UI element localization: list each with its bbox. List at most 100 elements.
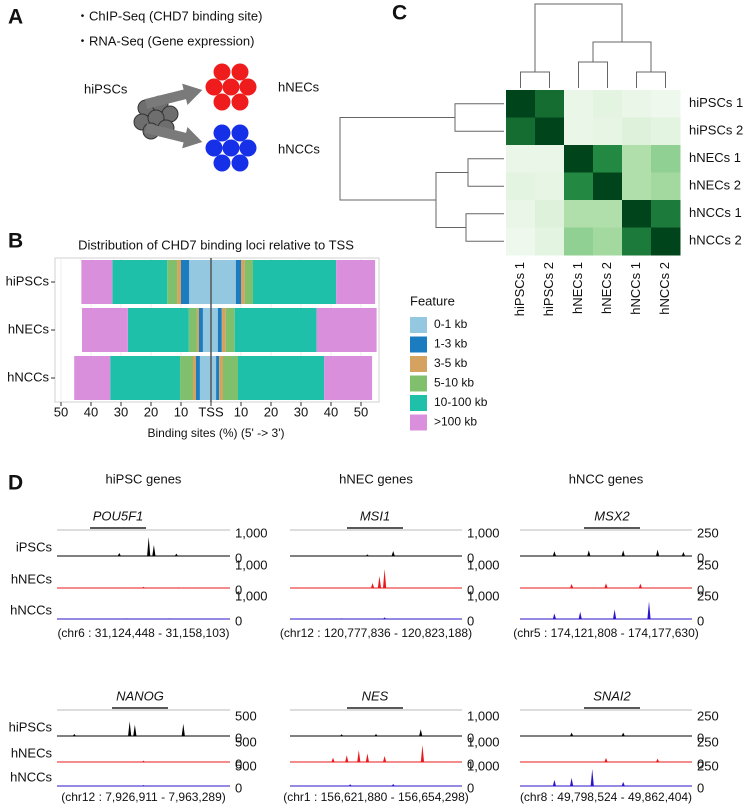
y-tick-label: 1,000 — [467, 758, 500, 773]
signal-peak — [391, 551, 395, 556]
track-label: hNCCs — [10, 769, 52, 784]
y-tick-label: 250 — [697, 708, 719, 723]
x-tick-label: 10 — [174, 404, 188, 419]
y-tick-label: 0 — [697, 582, 704, 597]
signal-peak — [638, 583, 642, 588]
signal-peak — [656, 549, 660, 556]
bar-segment — [235, 260, 241, 304]
track-label: hNCCs — [10, 602, 52, 617]
cell-label: hNECs — [278, 79, 320, 94]
y-tick-label: hiPSCs — [6, 273, 50, 288]
signal-peak — [570, 584, 574, 588]
y-tick-label: 1,000 — [235, 525, 268, 540]
heatmap-cell — [564, 145, 594, 173]
signal-peak — [152, 545, 156, 556]
row-label: hNECs 2 — [689, 178, 741, 193]
legend-swatch — [410, 356, 427, 372]
legend-swatch — [410, 375, 427, 392]
signal-peak — [174, 553, 178, 556]
legend-label: 3-5 kb — [434, 356, 468, 370]
legend-swatch — [410, 395, 427, 411]
bar-segment — [196, 308, 199, 352]
y-tick-label: 0 — [697, 730, 704, 745]
x-tick-label: 40 — [324, 404, 338, 419]
dendrogram — [520, 3, 666, 88]
legend-swatch — [410, 336, 427, 353]
heatmap-cell — [651, 117, 681, 146]
row-label: hiPSCs 1 — [689, 95, 743, 110]
y-tick-label: 0 — [697, 780, 704, 795]
legend-label: 10-100 kb — [434, 395, 488, 409]
bar-segment — [112, 260, 168, 304]
bar-segment — [177, 260, 181, 304]
heatmap-cell — [535, 117, 565, 146]
dendrogram — [339, 103, 504, 242]
bar-segment — [234, 308, 317, 352]
bar-segment — [223, 356, 238, 400]
x-tick-label: 50 — [354, 404, 368, 419]
bar-segment — [211, 356, 217, 400]
gene-name: MSX2 — [594, 508, 630, 523]
heatmap-cell — [622, 227, 652, 256]
bar-segment — [336, 260, 376, 304]
x-tick-label: 50 — [54, 404, 68, 419]
bar-segment — [82, 308, 128, 352]
panel-label: A — [8, 6, 23, 29]
signal-peak — [570, 777, 574, 786]
x-tick-label: 30 — [294, 404, 308, 419]
signal-peak — [141, 586, 146, 588]
signal-peak — [391, 783, 395, 786]
signal-peak — [587, 550, 591, 556]
column-title: hNCC genes — [569, 471, 644, 486]
gene-name: MSI1 — [360, 508, 390, 523]
heatmap-cell — [622, 145, 652, 173]
heatmap-cell — [506, 90, 536, 118]
bar-segment — [199, 356, 211, 400]
bar-segment — [211, 308, 218, 352]
row-label: hNECs 1 — [689, 150, 741, 165]
heatmap-cell — [535, 145, 565, 173]
heatmap-cell — [651, 227, 681, 256]
gene-name: SNAI2 — [593, 688, 631, 703]
bar-segment — [216, 356, 220, 400]
signal-peak — [590, 769, 594, 786]
signal-peak — [656, 758, 660, 762]
signal-peak — [345, 755, 349, 762]
y-tick-label: 1,000 — [467, 708, 500, 723]
bar-segment — [199, 308, 203, 352]
cell-label: hiPSCs — [84, 81, 128, 96]
heatmap-cell — [564, 200, 594, 228]
row-label: hNCCs 2 — [689, 233, 742, 248]
x-tick-label: 10 — [234, 404, 248, 419]
gene-name: NES — [362, 688, 389, 703]
signal-peak — [420, 745, 425, 762]
gene-name: NANOG — [116, 688, 164, 703]
signal-peak — [647, 601, 651, 619]
signal-peak — [167, 618, 172, 619]
signal-peak — [141, 760, 146, 762]
signal-peak — [570, 732, 574, 736]
y-tick-label: 250 — [697, 588, 719, 603]
y-tick-label: 1,000 — [467, 525, 500, 540]
bar-segment — [324, 356, 373, 400]
y-tick-label: 0 — [235, 780, 242, 795]
signal-peak — [552, 613, 556, 619]
heatmap-cell — [593, 172, 623, 201]
arrow — [144, 83, 203, 109]
signal-peak — [365, 554, 369, 556]
panel-c: hiPSCs 1 hiPSCs 2 hNECs 1 hNECs 2 hNCCs 1 hNC… — [506, 90, 743, 316]
heatmap-cell — [564, 90, 594, 118]
heatmap-cell — [593, 227, 623, 256]
bar-segment — [181, 260, 190, 304]
heatmap-cell — [622, 90, 652, 118]
cell-label: hNCCs — [278, 141, 320, 156]
column-label: hNCCs 1 — [628, 262, 643, 315]
heatmap-cell — [622, 172, 652, 201]
y-tick-label: 0 — [697, 613, 704, 628]
heatmap-cell — [506, 117, 536, 146]
panel-label: D — [8, 472, 23, 495]
legend-label: 0-1 kb — [434, 317, 468, 331]
bar-segment — [244, 260, 253, 304]
coordinates: (chr12 : 120,777,836 - 120,823,188) — [280, 626, 472, 640]
